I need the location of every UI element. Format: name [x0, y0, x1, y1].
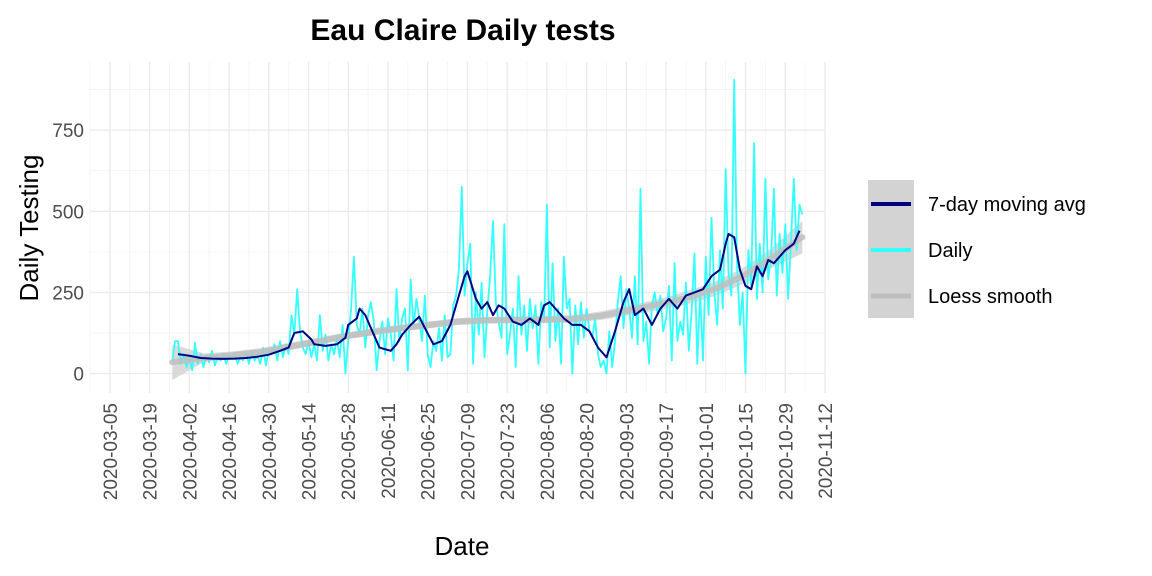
x-tick-label: 2020-03-05 — [101, 403, 122, 500]
y-tick-label: 0 — [73, 365, 84, 386]
legend-label-ma: 7-day moving avg — [928, 194, 1086, 216]
chart-title: Eau Claire Daily tests — [310, 14, 615, 47]
x-tick-label: 2020-04-02 — [180, 403, 201, 500]
y-tick-label: 500 — [52, 202, 84, 223]
x-tick-label: 2020-10-01 — [697, 403, 718, 500]
series-moving-avg-line — [177, 230, 801, 360]
x-tick-label: 2020-04-16 — [220, 403, 241, 500]
legend: 7-day moving avg Daily Loess smooth — [868, 180, 1086, 318]
x-tick-label: 2020-10-29 — [776, 403, 797, 500]
x-tick-label: 2020-07-23 — [498, 403, 519, 500]
x-axis-ticks: 2020-03-05 2020-03-19 2020-04-02 2020-04-16… — [101, 403, 837, 501]
x-tick-label: 2020-08-06 — [538, 403, 559, 500]
series-layer — [169, 78, 806, 380]
x-tick-label: 2020-06-25 — [419, 403, 440, 500]
x-tick-label: 2020-11-12 — [816, 403, 837, 499]
x-tick-label: 2020-06-11 — [379, 403, 400, 499]
minor-gridlines — [89, 62, 825, 393]
x-tick-label: 2020-05-28 — [339, 403, 360, 500]
y-tick-label: 750 — [52, 121, 84, 142]
x-tick-label: 2020-09-17 — [657, 403, 678, 500]
legend-label-loess: Loess smooth — [928, 286, 1053, 308]
x-tick-label: 2020-08-20 — [578, 403, 599, 500]
major-gridlines — [90, 62, 826, 393]
x-tick-label: 2020-04-30 — [260, 403, 281, 500]
series-daily-line — [171, 78, 804, 375]
y-axis-ticks: 0 250 500 750 — [52, 121, 84, 385]
x-tick-label: 2020-07-09 — [458, 403, 479, 500]
x-tick-label: 2020-03-19 — [141, 403, 162, 500]
series-loess-line — [169, 234, 806, 366]
legend-label-daily: Daily — [928, 240, 972, 262]
x-axis-title: Date — [435, 531, 490, 561]
y-tick-label: 250 — [52, 283, 84, 304]
x-tick-label: 2020-09-03 — [617, 403, 638, 500]
x-tick-label: 2020-05-14 — [300, 403, 321, 501]
x-tick-label: 2020-10-15 — [737, 403, 758, 500]
y-axis-title: Daily Testing — [14, 155, 44, 302]
